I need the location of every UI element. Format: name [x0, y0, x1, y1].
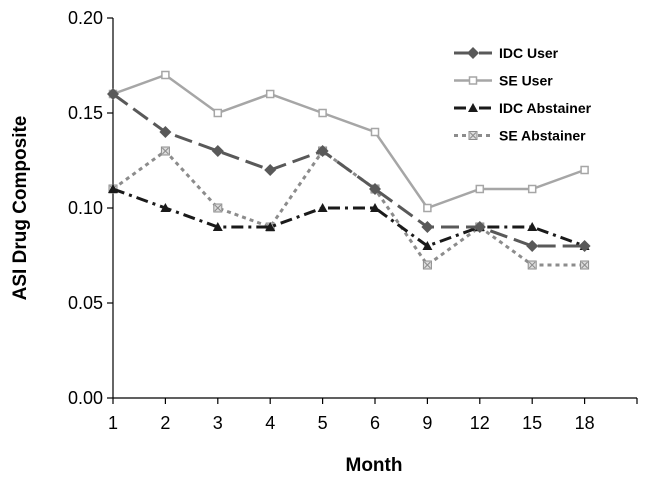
x-tick-label: 15 [522, 413, 542, 433]
data-point [212, 222, 223, 231]
data-point [265, 89, 275, 99]
data-point [213, 108, 223, 118]
data-point [264, 164, 277, 176]
x-tick-label: 2 [160, 413, 170, 433]
x-tick-label: 5 [318, 413, 328, 433]
data-point [265, 222, 276, 231]
x-tick-label: 1 [108, 413, 118, 433]
data-point [422, 241, 433, 250]
data-point [159, 126, 172, 138]
x-axis-title: Month [346, 455, 403, 476]
x-tick-label: 18 [575, 413, 595, 433]
data-point [475, 184, 485, 194]
legend-label: IDC Abstainer [499, 100, 592, 116]
data-point [527, 184, 537, 194]
data-point [211, 145, 224, 157]
marker-cross [469, 132, 477, 139]
legend-entry: SE User [454, 73, 553, 89]
legend-label: IDC User [499, 45, 559, 61]
legend-entry: SE Abstainer [454, 128, 586, 144]
data-point [423, 203, 432, 213]
data-point [468, 103, 478, 112]
data-point [369, 183, 381, 195]
marker-cross [214, 204, 222, 212]
y-tick-label: 0.05 [68, 293, 103, 313]
series-line [112, 187, 586, 248]
data-point [468, 76, 478, 85]
marker-cross [424, 261, 431, 269]
data-point [473, 221, 486, 233]
series-line [112, 148, 585, 268]
x-tick-label: 9 [422, 413, 432, 433]
data-point [526, 240, 539, 252]
data-point [107, 88, 119, 100]
legend-entry: IDC User [454, 45, 559, 61]
legend-label: SE User [499, 73, 553, 89]
series-layer [107, 70, 591, 270]
data-point [318, 108, 327, 118]
series-se-abstainer [108, 146, 590, 270]
axes: 0.000.050.100.150.201 2 3 4 5 6 9 12 15 18 [68, 8, 638, 433]
data-point [370, 127, 380, 137]
data-point [580, 260, 590, 270]
marker-cross [162, 147, 169, 155]
legend-label: SE Abstainer [499, 128, 586, 144]
y-tick-label: 0.20 [68, 8, 103, 28]
legend-entry: IDC Abstainer [454, 100, 592, 116]
data-point [213, 203, 223, 213]
data-point [578, 240, 591, 252]
x-tick-label: 3 [213, 413, 223, 433]
data-point [370, 203, 380, 212]
data-point [527, 222, 538, 231]
data-point [161, 70, 170, 80]
data-point [316, 145, 329, 157]
y-tick-label: 0.15 [68, 103, 103, 123]
marker-cross [528, 261, 536, 269]
legend: IDC User SE User IDC Abstainer SE Abstainer [454, 45, 592, 144]
series-idc-user [107, 88, 591, 252]
data-point [467, 47, 479, 59]
data-point [317, 203, 328, 212]
data-point [580, 165, 589, 175]
data-point [468, 131, 478, 140]
data-point [527, 260, 537, 270]
y-tick-label: 0.10 [68, 198, 103, 218]
x-tick-label: 6 [370, 413, 380, 433]
x-tick-label: 12 [470, 413, 490, 433]
data-point [160, 203, 171, 212]
series-line [112, 73, 586, 210]
marker-cross [581, 261, 588, 269]
y-axis-title: ASI Drug Composite [10, 116, 31, 301]
y-tick-label: 0.00 [68, 388, 103, 408]
series-line [112, 92, 585, 248]
data-point [422, 260, 432, 270]
data-point [108, 184, 118, 193]
series-idc-abstainer [108, 184, 590, 250]
x-tick-label: 4 [265, 413, 275, 433]
data-point [160, 146, 170, 156]
data-point [421, 221, 434, 233]
